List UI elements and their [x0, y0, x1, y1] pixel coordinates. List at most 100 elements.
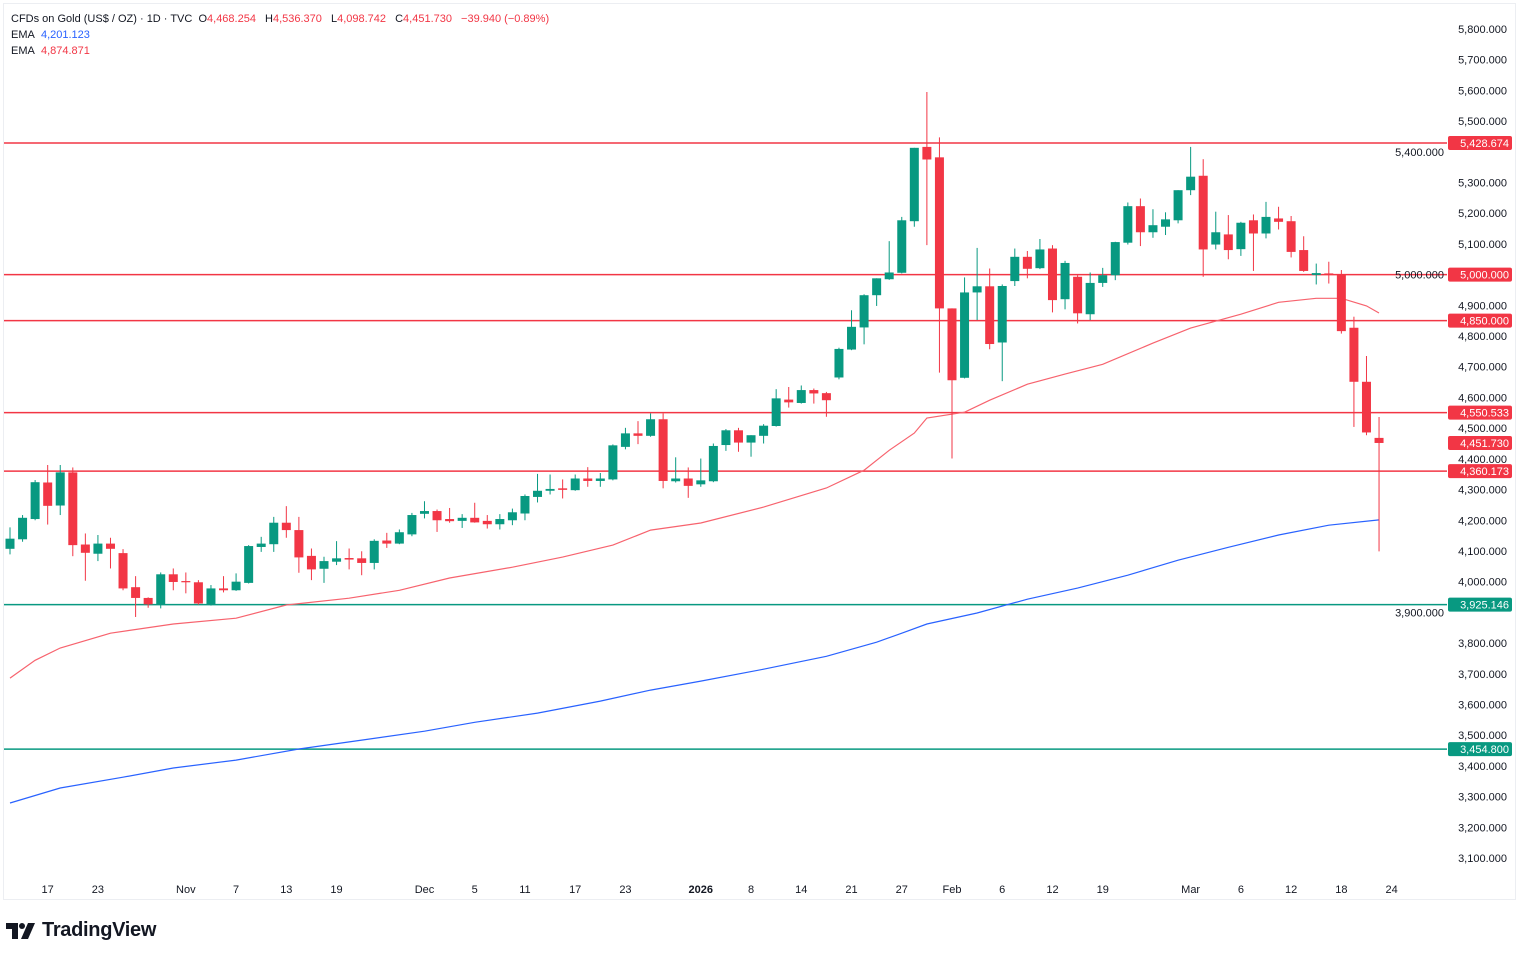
resistance-level-label: 4,550.533: [1460, 408, 1509, 420]
resistance-level-label-bg: [1448, 405, 1512, 420]
candle-body: [80, 544, 90, 553]
y-tick-label: 5,200.000: [1458, 208, 1507, 220]
candle-up: [18, 515, 28, 542]
candle-body: [181, 581, 191, 583]
candle-body: [1374, 437, 1384, 443]
candle-body: [1198, 175, 1208, 250]
candle-body: [244, 546, 254, 583]
candle-body: [847, 326, 857, 350]
candle-up: [1161, 212, 1171, 236]
ema-fast-line: [9, 297, 1380, 679]
candle-body: [721, 430, 731, 446]
y-tick-label: 4,800.000: [1458, 331, 1507, 343]
x-tick-label: Mar: [1181, 884, 1200, 896]
candle-up: [897, 216, 907, 274]
resistance-level-label: 5,000.000: [1460, 270, 1509, 282]
candle-up: [55, 464, 65, 516]
time-axis[interactable]: 17 23 Nov 7 13 19 Dec 5 11 17 23 2026 8 14 21 27 Feb 6 12 1…: [42, 884, 1398, 896]
y-tick-label: 4,600.000: [1458, 392, 1507, 404]
candle-down: [294, 516, 304, 573]
candle-up: [595, 472, 605, 487]
candle-up: [419, 501, 429, 519]
candle-up: [1211, 211, 1221, 250]
candle-body: [93, 543, 103, 554]
y-tick-label: 3,700.000: [1458, 669, 1507, 681]
candle-down: [445, 507, 455, 523]
candle-body: [1035, 249, 1045, 269]
ema-slow-line: [9, 519, 1380, 804]
candle-body: [193, 582, 203, 604]
candle-up: [834, 347, 844, 380]
x-tick-label: 23: [92, 884, 104, 896]
candle-body: [43, 482, 53, 506]
candle-down: [947, 308, 957, 459]
high-label: H: [265, 13, 273, 25]
ema-slow-row[interactable]: EMA 4,201.123: [11, 27, 549, 43]
candle-body: [1261, 216, 1271, 234]
candle-up: [1261, 201, 1271, 239]
x-tick-label: 18: [1335, 884, 1347, 896]
x-tick-label: 6: [999, 884, 1005, 896]
x-tick-label: 14: [795, 884, 807, 896]
x-tick-label: 23: [619, 884, 631, 896]
candle-body: [1060, 262, 1070, 300]
candle-body: [432, 511, 442, 521]
candle-body: [872, 278, 882, 296]
candle-body: [683, 478, 693, 486]
candle-down: [131, 576, 141, 617]
candle-down: [1223, 215, 1233, 260]
last-price-label: 4,451.730: [1460, 438, 1509, 450]
candle-body: [545, 488, 555, 491]
candle-body: [771, 398, 781, 426]
x-tick-label: 8: [748, 884, 754, 896]
candle-down: [382, 532, 392, 548]
candle-up: [1085, 272, 1095, 321]
candle-down: [68, 467, 78, 557]
candle-body: [394, 532, 404, 544]
candle-up: [93, 534, 103, 562]
candle-down: [80, 533, 90, 581]
x-tick-label: Nov: [176, 884, 196, 896]
y-tick-label: 5,600.000: [1458, 85, 1507, 97]
candle-up: [1098, 267, 1108, 287]
last-price-label-bg: [1448, 435, 1512, 450]
candle-up: [696, 458, 706, 487]
candle-up: [1123, 202, 1133, 245]
candle-down: [1336, 270, 1346, 334]
candle-up: [608, 444, 618, 481]
candle-up: [369, 539, 379, 570]
candle-body: [105, 543, 115, 549]
candle-up: [972, 247, 982, 321]
symbol-title[interactable]: CFDs on Gold (US$ / OZ) · 1D · TVC: [11, 13, 193, 25]
candle-body: [219, 588, 229, 591]
y-tick-label: 5,500.000: [1458, 116, 1507, 128]
close-label: C: [395, 13, 404, 25]
price-axis[interactable]: 3,100.000 3,200.000 3,300.000 3,400.000 3,50…: [1395, 24, 1507, 865]
y-tick-label: 3,200.000: [1458, 822, 1507, 834]
candle-body: [708, 445, 718, 482]
candle-body: [55, 472, 65, 506]
y-tick-label: 4,300.000: [1458, 485, 1507, 497]
candle-up: [206, 585, 216, 606]
x-tick-label: 27: [896, 884, 908, 896]
candle-down: [1286, 215, 1296, 258]
candle-down: [181, 572, 191, 594]
ema-fast-row[interactable]: EMA 4,874.871: [11, 43, 549, 59]
candle-up: [570, 474, 580, 491]
x-tick-label: 11: [519, 884, 530, 896]
candle-body: [1110, 242, 1120, 276]
candle-down: [168, 568, 178, 591]
candle-up: [1173, 190, 1183, 224]
candle-up: [520, 494, 530, 521]
candle-body: [834, 348, 844, 378]
candle-body: [1161, 219, 1171, 227]
tradingview-mark-icon: [6, 922, 35, 939]
resistance-level-label: 4,850.000: [1460, 316, 1509, 328]
resistance-level-label: 5,428.674: [1460, 138, 1509, 150]
low-label: L: [330, 13, 338, 25]
tradingview-logo[interactable]: TradingView: [6, 919, 156, 942]
y-tick-label: 3,800.000: [1458, 638, 1507, 650]
candle-down: [281, 506, 291, 538]
x-tick-label: 12: [1285, 884, 1297, 896]
